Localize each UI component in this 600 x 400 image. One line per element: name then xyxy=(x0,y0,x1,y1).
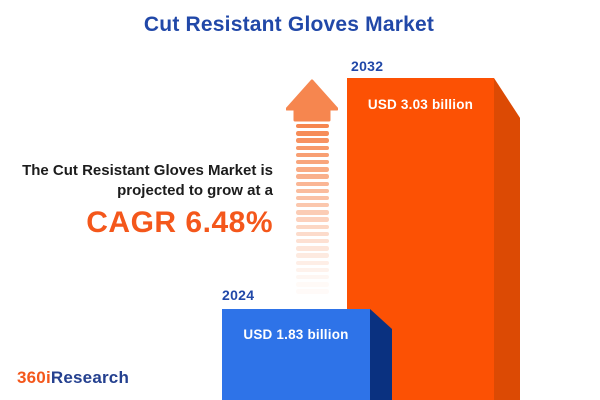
bar-2024-value-label: USD 1.83 billion xyxy=(243,327,349,342)
arrow-dash xyxy=(296,217,329,222)
bar-2032-year-label: 2032 xyxy=(351,58,384,74)
page-title: Cut Resistant Gloves Market xyxy=(143,13,435,36)
description-line1: The Cut Resistant Gloves Market is xyxy=(22,162,273,179)
arrow-dash xyxy=(296,203,329,208)
arrow-dash xyxy=(296,282,329,287)
bar-2024-side-face xyxy=(370,309,392,400)
arrow-dash xyxy=(296,231,329,237)
arrow-dash xyxy=(296,267,329,273)
cagr-text: CAGR 6.48% xyxy=(86,206,273,239)
arrow-dash xyxy=(296,260,329,265)
bar-2024-year-label: 2024 xyxy=(222,287,255,303)
arrow-dash xyxy=(296,224,329,230)
arrow-dash xyxy=(296,274,329,280)
arrow-dash xyxy=(296,124,329,129)
arrow-dash xyxy=(296,210,329,215)
description: The Cut Resistant Gloves Market is proje… xyxy=(22,161,273,242)
description-line2: projected to grow at a xyxy=(117,181,273,199)
arrow-dash xyxy=(296,195,329,201)
bar-2032-value-label: USD 3.03 billion xyxy=(367,97,474,112)
arrow-dash xyxy=(296,239,329,244)
arrow-dash xyxy=(296,145,329,150)
logo: 360iResearch xyxy=(17,368,129,388)
arrow-dash xyxy=(296,181,329,186)
arrow-dash xyxy=(296,188,329,194)
arrow-dash xyxy=(296,289,329,294)
arrow-dash xyxy=(296,152,329,158)
arrow-dash xyxy=(296,253,329,258)
arrow-dash xyxy=(296,167,329,172)
arrow-dashes xyxy=(296,124,329,297)
logo-360i: 360i xyxy=(17,368,51,387)
arrow-dash xyxy=(296,174,329,179)
arrow-dash xyxy=(296,131,329,136)
growth-arrow-icon xyxy=(286,79,338,122)
bar-2024 xyxy=(222,309,370,400)
arrow-dash xyxy=(296,159,329,165)
arrow-dash xyxy=(296,246,329,251)
bar-2032-side-face xyxy=(494,78,520,400)
arrow-dash xyxy=(296,138,329,143)
logo-research: Research xyxy=(50,368,130,387)
